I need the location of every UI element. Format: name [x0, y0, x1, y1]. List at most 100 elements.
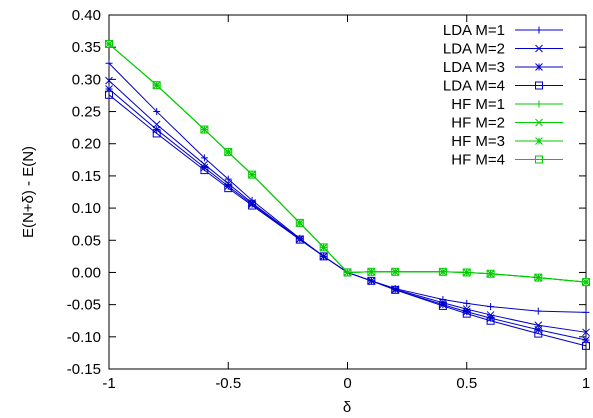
y-tick-label: 0.15 — [72, 168, 101, 185]
data-point — [105, 76, 113, 85]
data-point — [248, 201, 257, 210]
data-point — [582, 278, 590, 287]
series-5 — [105, 40, 590, 286]
series-line — [108, 94, 587, 347]
legend-label: LDA M=2 — [443, 41, 505, 58]
data-point — [319, 243, 328, 252]
data-point — [105, 59, 113, 67]
y-tick-label: -0.05 — [67, 297, 101, 314]
legend-marker — [535, 44, 543, 53]
legend-item: LDA M=4 — [443, 78, 563, 95]
legend-item: HF M=2 — [451, 115, 563, 132]
series-6 — [105, 40, 590, 286]
data-point — [200, 166, 209, 175]
series-layer — [105, 39, 590, 350]
y-tick-label: 0.30 — [72, 71, 101, 88]
x-tick-label: -0.5 — [215, 375, 241, 392]
series-line — [108, 43, 587, 283]
data-point — [487, 303, 495, 311]
plot-frame — [108, 14, 587, 370]
y-tick-label: 0.00 — [72, 264, 101, 281]
data-point — [295, 218, 304, 227]
data-point — [224, 184, 233, 193]
data-point — [582, 308, 590, 316]
x-axis-label: δ — [343, 399, 351, 416]
data-point — [152, 81, 161, 90]
y-tick-label: -0.15 — [67, 361, 101, 378]
y-tick-label: -0.10 — [67, 329, 101, 346]
legend-marker — [535, 137, 543, 145]
legend-item: HF M=1 — [451, 96, 563, 113]
data-point — [200, 125, 209, 134]
data-point — [152, 129, 161, 138]
legend-item: LDA M=3 — [443, 59, 563, 76]
data-point — [534, 307, 542, 315]
data-point — [438, 267, 447, 276]
series-line — [108, 80, 587, 333]
data-point — [438, 301, 447, 310]
y-tick-label: 0.35 — [72, 39, 101, 56]
y-tick-label: 0.25 — [72, 104, 101, 121]
series-1 — [105, 76, 590, 337]
series-0 — [105, 59, 590, 316]
data-point — [105, 90, 113, 99]
data-point — [367, 276, 376, 285]
series-2 — [105, 85, 590, 344]
series-line — [108, 43, 587, 283]
data-point — [295, 235, 304, 244]
data-point — [486, 316, 495, 325]
series-7 — [105, 39, 590, 287]
series-line — [108, 88, 587, 341]
data-point — [295, 235, 304, 243]
data-point — [319, 252, 328, 261]
data-point — [200, 163, 209, 172]
x-tick-label: 0.5 — [456, 375, 477, 392]
x-tick-label: 1 — [582, 375, 590, 392]
data-point — [391, 285, 400, 294]
legend-marker — [535, 26, 543, 34]
legend-item: HF M=3 — [451, 133, 563, 150]
legend-label: LDA M=4 — [443, 78, 505, 95]
y-tick-label: 0.10 — [72, 200, 101, 217]
legend-item: LDA M=2 — [443, 41, 563, 58]
legend-label: HF M=3 — [451, 133, 505, 150]
data-point — [391, 267, 400, 276]
data-point — [248, 170, 257, 179]
legend-label: LDA M=1 — [443, 22, 505, 39]
data-point — [224, 175, 232, 183]
data-point — [582, 341, 590, 350]
y-tick-label: 0.40 — [72, 7, 101, 24]
series-line — [108, 43, 587, 283]
data-point — [462, 309, 471, 318]
data-point — [462, 268, 471, 277]
data-point — [534, 329, 543, 338]
legend-item: LDA M=1 — [443, 22, 563, 39]
legend-label: LDA M=3 — [443, 59, 505, 76]
x-tick-label: -1 — [102, 375, 115, 392]
legend-label: HF M=4 — [451, 152, 505, 169]
series-3 — [105, 90, 590, 350]
x-tick-label: 0 — [343, 375, 351, 392]
data-point — [224, 148, 233, 157]
series-4 — [105, 40, 590, 286]
data-point — [534, 273, 543, 282]
legend-marker — [535, 81, 543, 90]
data-point — [486, 269, 495, 278]
data-point — [153, 108, 161, 116]
y-axis-label: E(N+δ) - E(N) — [20, 146, 37, 238]
legend-marker — [535, 155, 543, 164]
legend-marker — [535, 100, 543, 108]
data-point — [343, 268, 352, 277]
data-point — [582, 328, 590, 337]
data-point — [367, 267, 376, 276]
data-point — [463, 299, 471, 307]
data-point — [105, 39, 113, 48]
legend-marker — [535, 118, 543, 127]
y-tick-label: 0.20 — [72, 136, 101, 153]
legend-label: HF M=2 — [451, 115, 505, 132]
axis-ticks: -0.15 -0.10 -0.05 0.00 0.05 0.10 0.15 0.20 0.25 0… — [67, 7, 590, 392]
legend-label: HF M=1 — [451, 96, 505, 113]
legend-marker — [535, 63, 543, 71]
